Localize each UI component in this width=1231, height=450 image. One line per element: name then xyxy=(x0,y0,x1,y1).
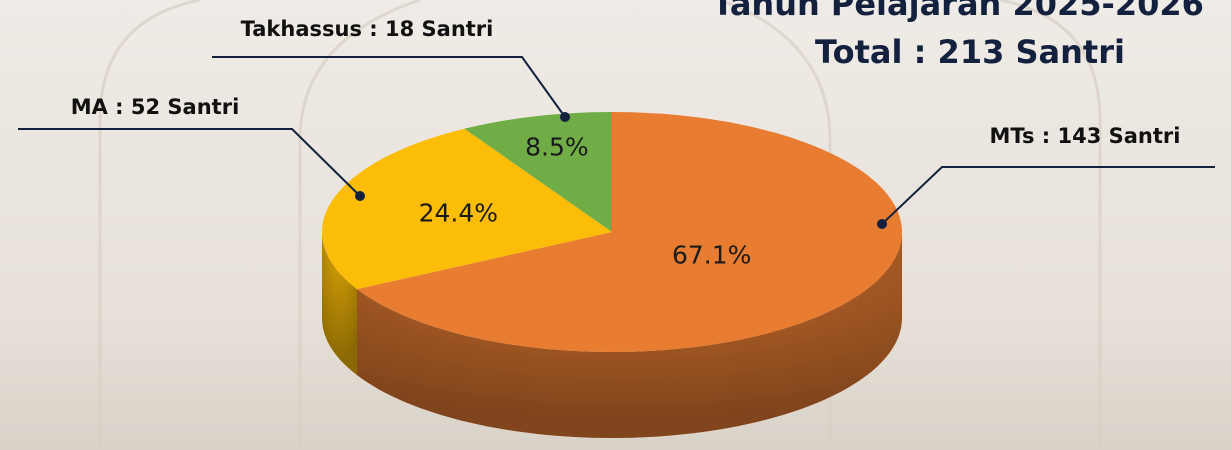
chart-title: Tahun Pelajaran 2025-2026 xyxy=(712,0,1204,23)
category-label: Takhassus : 18 Santri xyxy=(241,17,494,41)
category-label: MTs : 143 Santri xyxy=(990,124,1181,148)
pie-tops: 67.1% 24.4% 8.5% xyxy=(322,112,902,352)
category-label: MA : 52 Santri xyxy=(71,95,240,119)
chart-subtitle: Total : 213 Santri xyxy=(815,33,1125,71)
callout-dot xyxy=(560,112,570,122)
callout-dot xyxy=(877,219,887,229)
value-label: 67.1% xyxy=(672,241,751,270)
callout-dot xyxy=(355,191,365,201)
value-label: 24.4% xyxy=(419,198,498,227)
page: {"chart_data": {"type": "pie", "title": … xyxy=(0,0,1231,450)
chart: Tahun Pelajaran 2025-2026 Total : 213 Sa… xyxy=(0,0,1231,450)
value-label: 8.5% xyxy=(525,133,589,162)
